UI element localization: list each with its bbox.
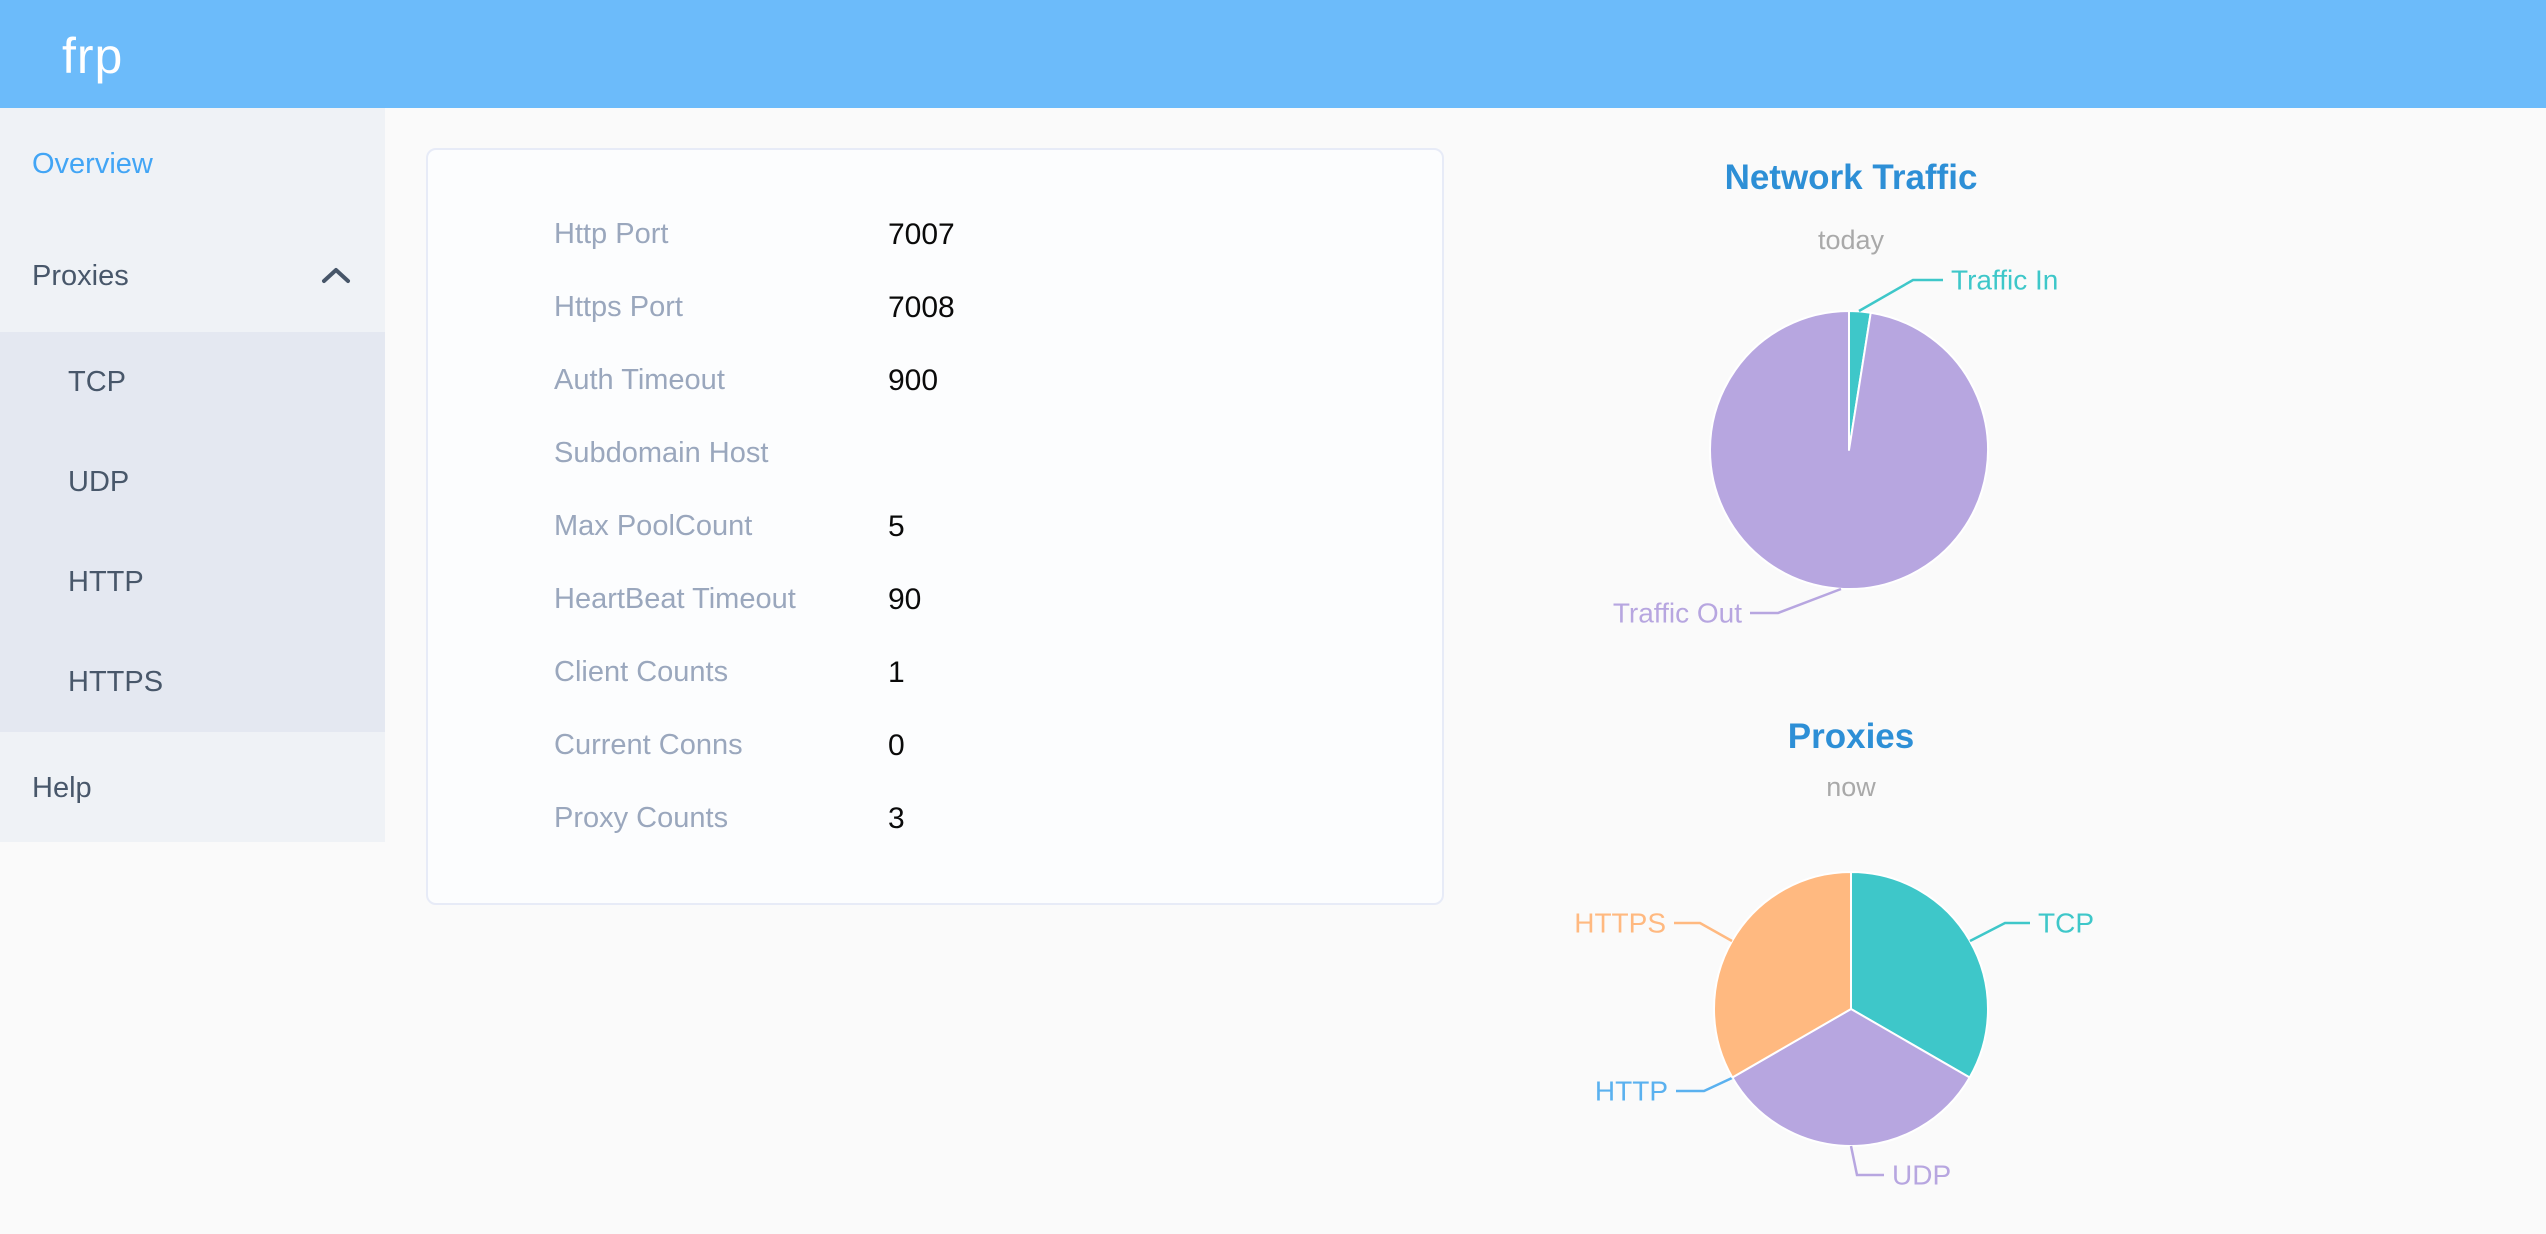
info-label: Http Port	[554, 218, 669, 250]
info-row: Http Port 7007	[428, 198, 1442, 271]
pie-label-line-http	[1676, 1076, 1733, 1093]
info-value: 5	[888, 509, 905, 543]
chart-title: Proxies	[1787, 717, 1915, 756]
info-label: Proxy Counts	[554, 802, 729, 834]
pie-label-traffic-in: Traffic In	[1951, 265, 2058, 296]
pie-label-line-traffic-out	[1750, 587, 1842, 615]
info-row: Subdomain Host	[428, 417, 1442, 490]
app-header: frp	[0, 0, 2546, 108]
info-row: Client Counts 1	[428, 636, 1442, 709]
info-row: Auth Timeout 900	[428, 344, 1442, 417]
info-label: HeartBeat Timeout	[554, 583, 796, 615]
pie-label-http: HTTP	[1595, 1076, 1668, 1107]
sidebar-item-udp[interactable]: UDP	[68, 466, 130, 498]
pie-label-line-udp	[1849, 1145, 1884, 1177]
chevron-up-icon	[322, 268, 350, 283]
info-label: Max PoolCount	[554, 510, 753, 542]
pie-label-line-traffic-in	[1858, 278, 1943, 313]
info-row: Current Conns 0	[428, 709, 1442, 782]
info-value: 7007	[888, 217, 955, 251]
info-label: Client Counts	[554, 656, 729, 688]
chart-subtitle: today	[1817, 225, 1885, 255]
chart-subtitle: now	[1826, 772, 1876, 802]
pie-slice-traffic-out[interactable]	[1709, 310, 1990, 590]
sidebar-item-tcp[interactable]: TCP	[68, 366, 126, 398]
info-label: Current Conns	[554, 729, 743, 761]
pie-label-traffic-out: Traffic Out	[1613, 598, 1742, 629]
chart-title: Network Traffic	[1724, 158, 1978, 197]
sidebar-item-proxies[interactable]: Proxies	[0, 220, 385, 332]
network-traffic-chart: Network Traffic today Traffic In Traffic …	[1541, 120, 2161, 680]
sidebar-item-https[interactable]: HTTPS	[68, 666, 164, 698]
info-value: 7008	[888, 290, 955, 324]
network-traffic-pie: Traffic In Traffic Out	[1613, 265, 2059, 629]
proxies-submenu: TCP UDP HTTP HTTPS	[0, 332, 385, 732]
app-logo: frp	[62, 28, 124, 84]
sidebar-item-http[interactable]: HTTP	[68, 566, 144, 598]
pie-label-tcp: TCP	[2038, 908, 2094, 939]
info-value: 1	[888, 655, 905, 689]
sidebar: Overview Proxies TCP UDP HTTP HTTPS Help	[0, 108, 385, 842]
info-value: 900	[888, 363, 939, 397]
server-info-card: Http Port 7007 Https Port 7008 Auth Timeout 9…	[426, 148, 1444, 905]
pie-slice-https[interactable]	[1713, 871, 1852, 1079]
info-value: 90	[888, 582, 922, 616]
info-row: Proxy Counts 3	[428, 782, 1442, 855]
proxies-chart: Proxies now TCP UDP HTTP HTTPS	[1541, 700, 2161, 1234]
pie-label-line-https	[1674, 921, 1733, 943]
info-row: HeartBeat Timeout 90	[428, 563, 1442, 636]
info-label: Subdomain Host	[554, 437, 769, 469]
pie-label-https: HTTPS	[1574, 908, 1666, 939]
info-label: Auth Timeout	[554, 364, 725, 396]
sidebar-item-proxies-label: Proxies	[32, 260, 129, 292]
info-value: 0	[888, 728, 905, 762]
pie-label-udp: UDP	[1892, 1160, 1951, 1191]
server-info-rows: Http Port 7007 Https Port 7008 Auth Timeout 9…	[428, 198, 1442, 855]
info-label: Https Port	[554, 291, 683, 323]
info-value: 3	[888, 801, 905, 835]
info-row: Https Port 7008	[428, 271, 1442, 344]
pie-label-line-tcp	[1969, 921, 2030, 943]
sidebar-item-overview[interactable]: Overview	[32, 148, 153, 180]
proxies-pie: TCP UDP HTTP HTTPS	[1574, 871, 2094, 1191]
sidebar-item-help[interactable]: Help	[32, 772, 92, 804]
info-row: Max PoolCount 5	[428, 490, 1442, 563]
pie-slice-tcp[interactable]	[1850, 871, 1989, 1079]
